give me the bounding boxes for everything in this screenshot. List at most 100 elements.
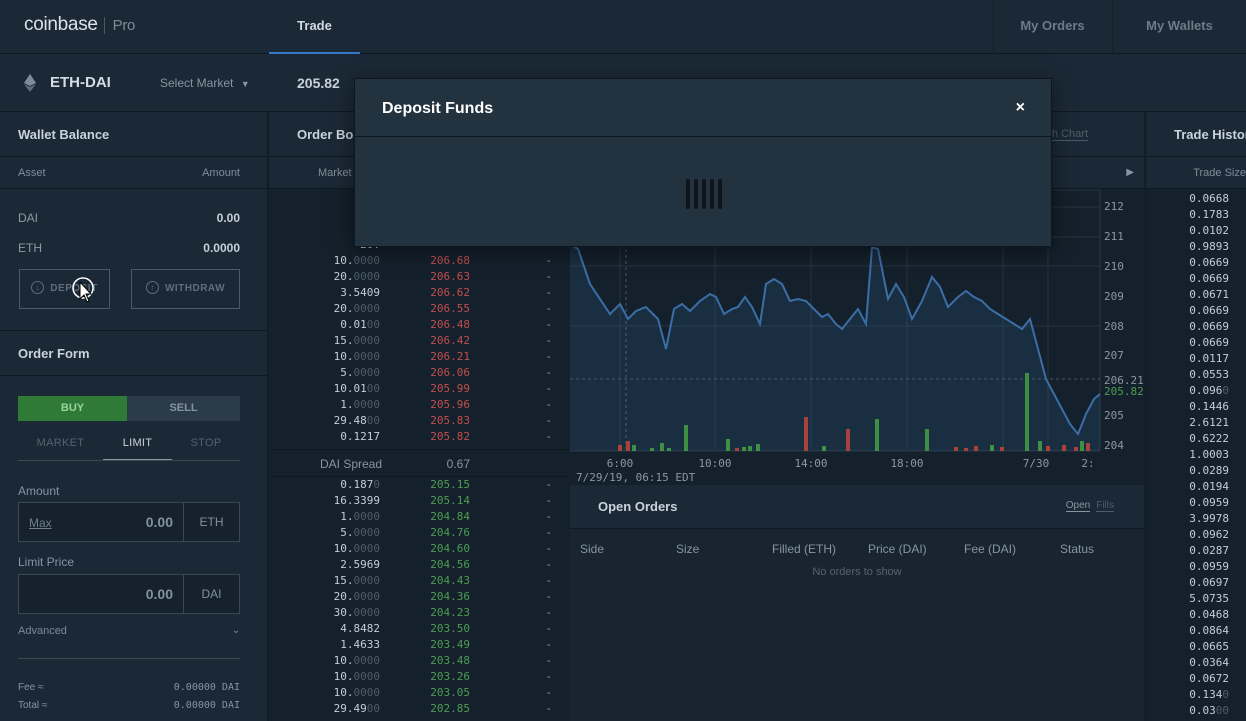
order-size-padding: 0000 <box>353 542 381 555</box>
order-book-row[interactable]: 4.8482 203.50 - <box>269 622 569 638</box>
order-type-market[interactable]: MARKET <box>36 437 85 449</box>
trade-history-title: Trade History <box>1174 127 1246 142</box>
order-price: 205.96 <box>430 398 470 411</box>
order-book-row[interactable]: 10.0000 206.21 - <box>269 350 569 366</box>
order-size: 20.0000 <box>333 302 380 315</box>
order-book-row[interactable]: 16.3399 205.14 - <box>269 494 569 510</box>
order-size-padding: 0000 <box>353 590 381 603</box>
order-book-row[interactable]: 20.0000 206.63 - <box>269 270 569 286</box>
play-icon[interactable]: ▶ <box>1126 167 1134 178</box>
nav-my-orders[interactable]: My Orders <box>993 0 1111 54</box>
volume-bar <box>1046 446 1050 451</box>
tab-open[interactable]: Open <box>1065 500 1091 512</box>
trade-size: 0.0364 <box>1189 656 1229 669</box>
order-book-row[interactable]: 10.0000 203.48 - <box>269 654 569 670</box>
order-price: 206.63 <box>430 270 470 283</box>
order-book-row[interactable]: 29.4800 205.83 - <box>269 414 569 430</box>
volume-bar <box>846 429 850 451</box>
max-link[interactable]: Max <box>29 516 52 530</box>
order-book-row[interactable]: 15.0000 206.42 - <box>269 334 569 350</box>
order-book-row[interactable]: 10.0000 203.05 - <box>269 686 569 702</box>
order-price: 204.60 <box>430 542 470 555</box>
order-book-row[interactable]: 0.1870 205.15 - <box>269 478 569 494</box>
open-orders-title: Open Orders <box>598 499 678 514</box>
order-price: 203.50 <box>430 622 470 635</box>
order-size: 10.0000 <box>333 350 380 363</box>
order-book-row[interactable]: 3.5409 206.62 - <box>269 286 569 302</box>
limit-price-input[interactable]: 0.00 DAI <box>18 574 240 614</box>
trade-size: 0.0959 <box>1189 560 1229 573</box>
order-book-row[interactable]: 29.4900 202.85 - <box>269 702 569 718</box>
x-tick-label: 6:00 <box>607 457 634 470</box>
open-orders-tabs: Open Fills <box>1065 500 1114 512</box>
volume-bar <box>756 444 760 451</box>
trade-size: 0.1340 <box>1189 688 1229 701</box>
order-book-row[interactable]: 10.0100 205.99 - <box>269 382 569 398</box>
order-book-row[interactable]: 2.5969 204.56 - <box>269 558 569 574</box>
order-price: 205.99 <box>430 382 470 395</box>
order-type-stop[interactable]: STOP <box>190 437 222 449</box>
volume-bar <box>650 448 654 451</box>
fee-row: Fee ≈ 0.00000 DAI <box>18 682 240 693</box>
order-book-row[interactable]: 20.0000 204.36 - <box>269 590 569 606</box>
volume-bar <box>1038 441 1042 451</box>
order-book-row[interactable]: 1.0000 205.96 - <box>269 398 569 414</box>
trade-size: 0.0300 <box>1189 704 1229 717</box>
order-price: 206.48 <box>430 318 470 331</box>
order-book-row[interactable]: 1.4633 203.49 - <box>269 638 569 654</box>
my-size: - <box>545 350 552 363</box>
tab-fills[interactable]: Fills <box>1096 500 1114 512</box>
order-book-row[interactable]: 5.0000 204.76 - <box>269 526 569 542</box>
order-size-padding: 0000 <box>353 526 381 539</box>
my-size: - <box>545 574 552 587</box>
my-size: - <box>545 334 552 347</box>
trade-history-panel: Trade History Trade Size 0.0668 0.1783 0.0… <box>1145 112 1246 721</box>
select-market-dropdown[interactable]: Select Market ▼ <box>160 76 250 90</box>
withdraw-button[interactable]: ↑ WITHDRAW <box>131 269 240 309</box>
order-book-row[interactable]: 10.0000 204.60 - <box>269 542 569 558</box>
trade-size: 0.0962 <box>1189 528 1229 541</box>
ethereum-icon <box>24 74 36 92</box>
order-book-row[interactable]: 30.0000 204.23 - <box>269 606 569 622</box>
order-book-row[interactable]: 0.1217 205.82 - <box>269 430 569 446</box>
advanced-toggle[interactable]: Advanced ⌄ <box>18 625 240 637</box>
order-price: 204.23 <box>430 606 470 619</box>
trade-size: 0.0960 <box>1189 384 1229 397</box>
amount-unit: ETH <box>183 503 239 541</box>
y-tick-label: 204 <box>1104 439 1124 452</box>
amount-input[interactable]: Max 0.00 ETH <box>18 502 240 542</box>
my-size: - <box>545 414 552 427</box>
order-book-row[interactable]: 10.0000 206.68 - <box>269 254 569 270</box>
volume-bar <box>626 441 630 451</box>
order-price: 203.49 <box>430 638 470 651</box>
logo[interactable]: coinbase Pro <box>24 14 135 36</box>
order-book-row[interactable]: 10.0000 203.26 - <box>269 670 569 686</box>
order-size: 16.3399 <box>333 494 380 507</box>
order-book-row[interactable]: 15.0000 204.43 - <box>269 574 569 590</box>
nav-tab-trade[interactable]: Trade <box>269 0 360 54</box>
order-type-limit[interactable]: LIMIT <box>103 437 172 461</box>
deposit-button[interactable]: ↓ DEPOSIT <box>19 269 110 309</box>
order-book-row[interactable]: 5.0000 206.06 - <box>269 366 569 382</box>
order-size-padding: 0000 <box>353 366 381 379</box>
buy-tab[interactable]: BUY <box>18 396 127 421</box>
close-icon[interactable]: × <box>1015 99 1025 116</box>
order-book-row[interactable]: 0.0100 206.48 - <box>269 318 569 334</box>
order-book-row[interactable]: 20.0000 206.55 - <box>269 302 569 318</box>
my-size: - <box>545 478 552 491</box>
volume-bar <box>804 417 808 451</box>
nav-my-wallets[interactable]: My Wallets <box>1112 0 1246 54</box>
volume-bar <box>974 446 978 451</box>
my-size: - <box>545 510 552 523</box>
trade-size-padding: 0 <box>1222 688 1229 701</box>
order-size-padding: 0 <box>373 478 380 491</box>
col-asset: Asset <box>18 167 46 179</box>
order-size: 29.4800 <box>333 414 380 427</box>
trade-history-columns: Trade Size <box>1146 157 1246 189</box>
trade-size: 0.0669 <box>1189 272 1229 285</box>
wallet-balance-header: Wallet Balance <box>0 112 268 157</box>
order-size-padding: 0000 <box>353 686 381 699</box>
sell-tab[interactable]: SELL <box>127 396 240 421</box>
order-book-row[interactable]: 1.0000 204.84 - <box>269 510 569 526</box>
